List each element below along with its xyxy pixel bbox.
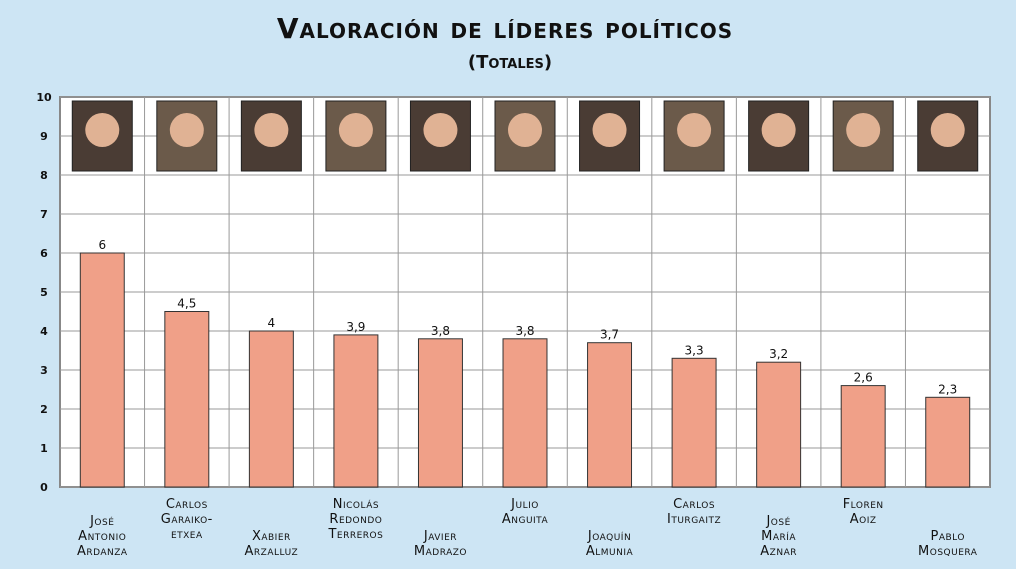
value-label: 6 (98, 238, 106, 252)
y-tick-label: 3 (40, 364, 48, 377)
value-label: 3,7 (600, 328, 619, 342)
portrait-face (339, 113, 373, 147)
value-label: 2,3 (938, 382, 957, 396)
value-label: 3,3 (685, 343, 704, 357)
value-label: 3,9 (346, 320, 365, 334)
bar (418, 339, 462, 487)
portrait-face (254, 113, 288, 147)
y-tick-label: 8 (40, 169, 48, 182)
bar (249, 331, 293, 487)
chart-title: Valoración de líderes políticos (277, 12, 733, 45)
y-tick-label: 5 (40, 286, 48, 299)
value-label: 3,8 (515, 324, 534, 338)
chart: Valoración de líderes políticos (Totales… (0, 0, 1016, 569)
value-label: 3,2 (769, 347, 788, 361)
bar (334, 335, 378, 487)
y-tick-label: 6 (40, 247, 48, 260)
value-label: 3,8 (431, 324, 450, 338)
portrait-face (762, 113, 796, 147)
portrait-face (677, 113, 711, 147)
portrait-face (170, 113, 204, 147)
y-tick-label: 4 (40, 325, 48, 338)
bar (757, 362, 801, 487)
value-label: 4 (268, 316, 276, 330)
value-label: 2,6 (854, 371, 873, 385)
value-label: 4,5 (177, 297, 196, 311)
y-tick-label: 1 (40, 442, 48, 455)
bar (165, 312, 209, 488)
bar (672, 358, 716, 487)
portrait-face (85, 113, 119, 147)
y-tick-label: 9 (40, 130, 48, 143)
chart-subtitle: (Totales) (468, 52, 552, 73)
y-tick-label: 10 (36, 91, 52, 104)
portrait-face (508, 113, 542, 147)
portrait-face (423, 113, 457, 147)
y-tick-label: 0 (40, 481, 48, 494)
portrait-face (931, 113, 965, 147)
bar (588, 343, 632, 487)
portrait-face (846, 113, 880, 147)
y-tick-label: 7 (40, 208, 48, 221)
y-tick-label: 2 (40, 403, 48, 416)
portrait-face (593, 113, 627, 147)
bar (841, 386, 885, 487)
bar (80, 253, 124, 487)
bar (503, 339, 547, 487)
bar (926, 397, 970, 487)
